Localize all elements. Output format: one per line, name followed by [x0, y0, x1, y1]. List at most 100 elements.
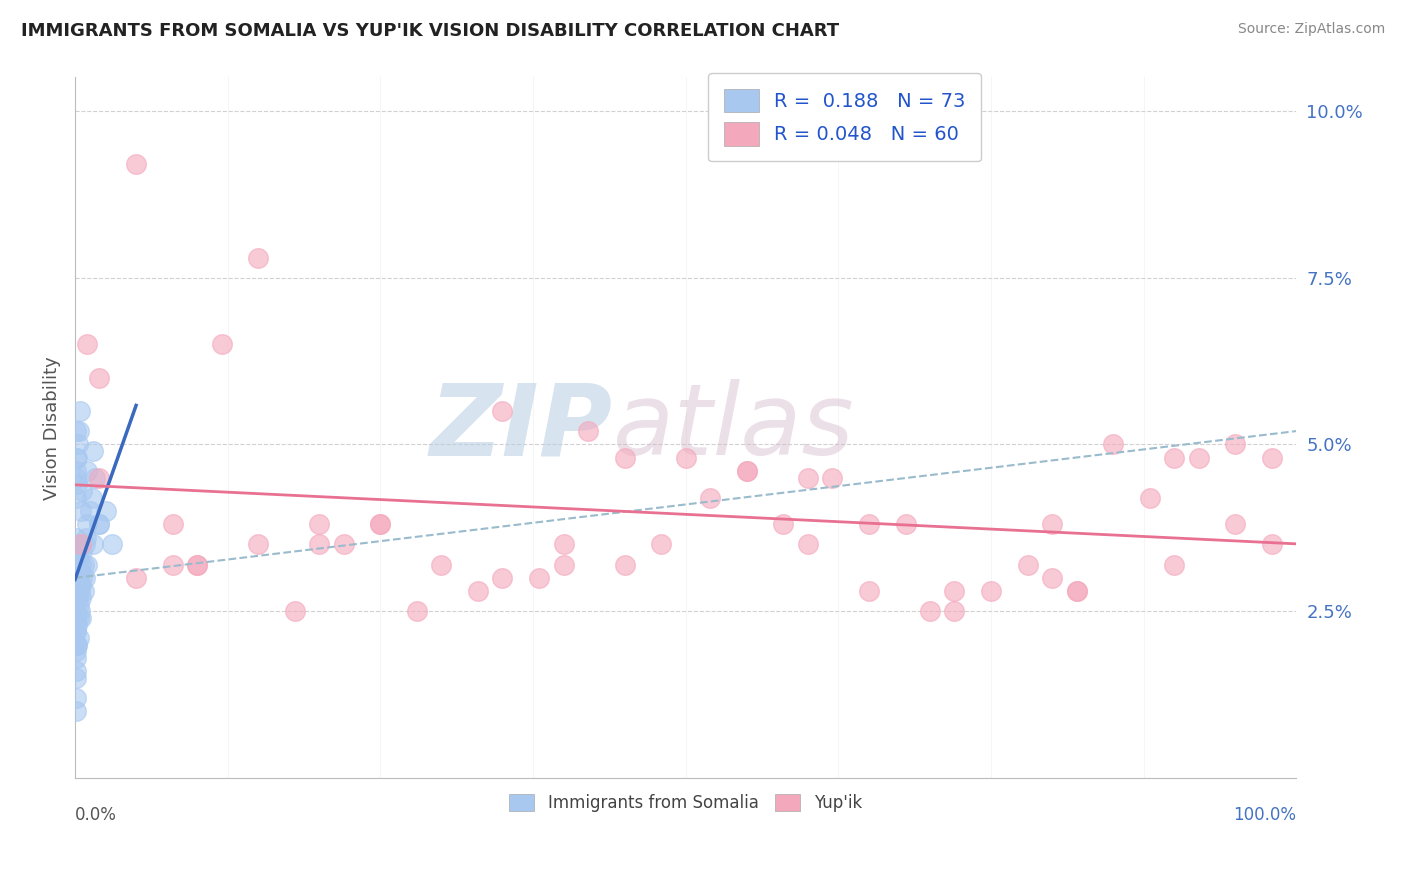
Point — [66, 617, 89, 632]
Point — [65, 571, 87, 585]
Point — [125, 571, 148, 585]
Point — [65, 624, 87, 639]
Point — [186, 558, 208, 572]
Point — [72, 558, 94, 572]
Point — [70, 591, 93, 605]
Point — [76, 517, 98, 532]
Point — [100, 537, 122, 551]
Point — [70, 504, 93, 518]
Point — [67, 591, 90, 605]
Point — [943, 584, 966, 599]
Point — [89, 370, 111, 384]
Text: ZIP: ZIP — [429, 379, 613, 476]
Point — [82, 491, 104, 505]
Point — [1261, 537, 1284, 551]
Point — [67, 611, 90, 625]
Point — [89, 517, 111, 532]
Text: Source: ZipAtlas.com: Source: ZipAtlas.com — [1237, 22, 1385, 37]
Point — [943, 604, 966, 618]
Point — [308, 537, 330, 551]
Point — [370, 517, 392, 532]
Point — [66, 638, 89, 652]
Point — [65, 704, 87, 718]
Point — [65, 450, 87, 465]
Point — [162, 517, 184, 532]
Point — [284, 604, 307, 618]
Point — [70, 577, 93, 591]
Point — [797, 537, 820, 551]
Point — [89, 517, 111, 532]
Point — [467, 584, 489, 599]
Point — [82, 444, 104, 458]
Point — [65, 591, 87, 605]
Point — [67, 631, 90, 645]
Point — [1102, 437, 1125, 451]
Point — [66, 537, 89, 551]
Point — [699, 491, 721, 505]
Point — [69, 584, 91, 599]
Point — [66, 577, 89, 591]
Point — [980, 584, 1002, 599]
Point — [65, 638, 87, 652]
Point — [69, 564, 91, 578]
Point — [66, 544, 89, 558]
Point — [1225, 517, 1247, 532]
Text: 100.0%: 100.0% — [1233, 806, 1296, 824]
Point — [82, 537, 104, 551]
Point — [76, 558, 98, 572]
Point — [553, 558, 575, 572]
Point — [491, 571, 513, 585]
Point — [67, 424, 90, 438]
Point — [72, 571, 94, 585]
Point — [1066, 584, 1088, 599]
Point — [735, 464, 758, 478]
Point — [67, 550, 90, 565]
Point — [1040, 517, 1063, 532]
Point — [1040, 571, 1063, 585]
Point — [83, 471, 105, 485]
Point — [76, 464, 98, 478]
Point — [65, 611, 87, 625]
Point — [527, 571, 550, 585]
Point — [1163, 450, 1185, 465]
Point — [186, 558, 208, 572]
Point — [67, 571, 90, 585]
Point — [613, 558, 636, 572]
Point — [894, 517, 917, 532]
Point — [211, 337, 233, 351]
Point — [67, 598, 90, 612]
Point — [69, 404, 91, 418]
Point — [308, 517, 330, 532]
Point — [65, 690, 87, 705]
Point — [72, 584, 94, 599]
Point — [65, 537, 87, 551]
Point — [772, 517, 794, 532]
Point — [858, 584, 880, 599]
Y-axis label: Vision Disability: Vision Disability — [44, 356, 60, 500]
Point — [65, 491, 87, 505]
Point — [69, 604, 91, 618]
Point — [65, 651, 87, 665]
Point — [66, 477, 89, 491]
Point — [65, 604, 87, 618]
Point — [65, 550, 87, 565]
Point — [67, 577, 90, 591]
Point — [1017, 558, 1039, 572]
Point — [70, 537, 93, 551]
Point — [65, 584, 87, 599]
Point — [406, 604, 429, 618]
Text: 0.0%: 0.0% — [75, 806, 117, 824]
Point — [858, 517, 880, 532]
Point — [918, 604, 941, 618]
Point — [247, 251, 270, 265]
Point — [821, 471, 844, 485]
Point — [1066, 584, 1088, 599]
Text: IMMIGRANTS FROM SOMALIA VS YUP'IK VISION DISABILITY CORRELATION CHART: IMMIGRANTS FROM SOMALIA VS YUP'IK VISION… — [21, 22, 839, 40]
Point — [89, 471, 111, 485]
Point — [75, 531, 97, 545]
Text: atlas: atlas — [613, 379, 853, 476]
Point — [797, 471, 820, 485]
Point — [125, 157, 148, 171]
Point — [66, 564, 89, 578]
Point — [1188, 450, 1211, 465]
